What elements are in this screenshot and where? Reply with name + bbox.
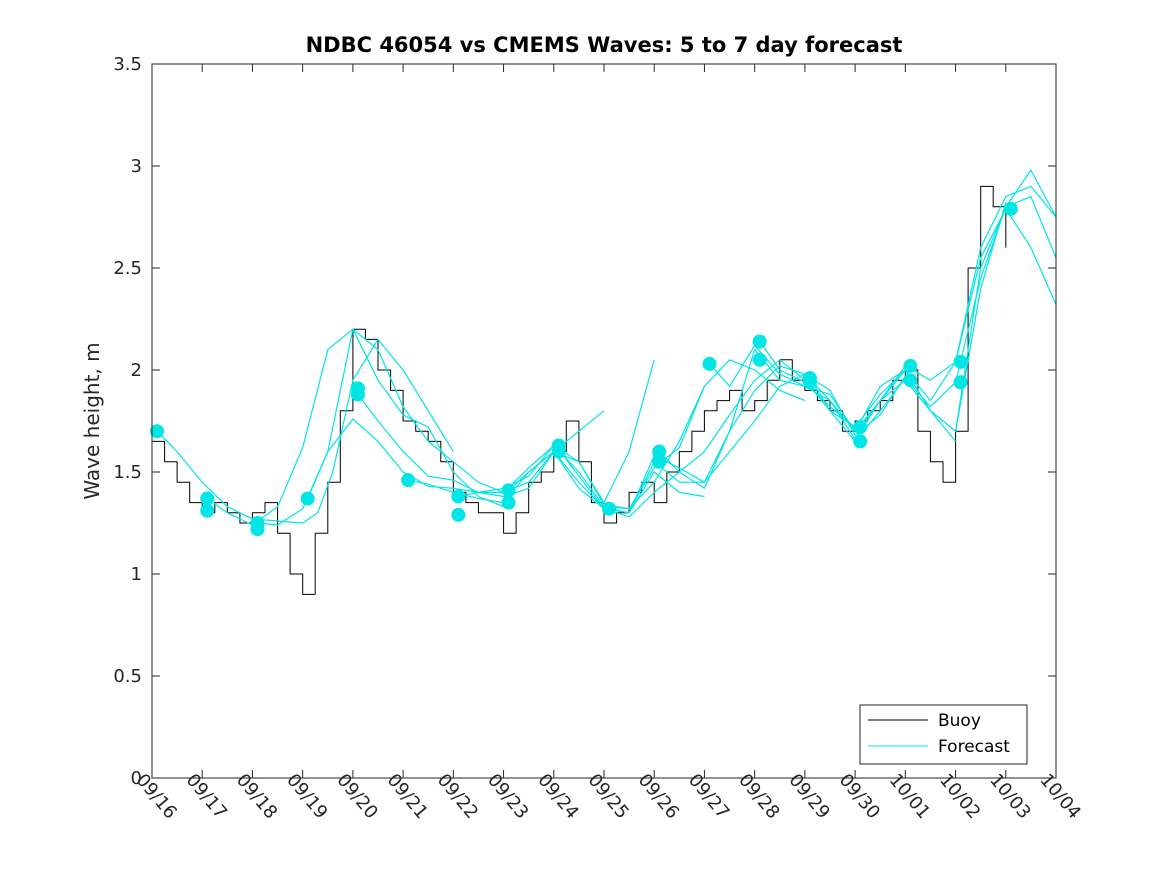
forecast-series-line <box>809 169 1057 442</box>
forecast-start-marker <box>752 352 767 367</box>
forecast-start-marker <box>853 434 868 449</box>
forecast-start-marker <box>551 444 566 459</box>
forecast-start-marker <box>702 356 717 371</box>
forecast-start-marker <box>903 373 918 388</box>
series-layer <box>152 169 1057 595</box>
forecast-start-marker <box>1003 201 1018 216</box>
y-tick-label: 2.5 <box>113 258 142 279</box>
forecast-start-marker <box>752 334 767 349</box>
forecast-start-marker <box>150 424 165 439</box>
forecast-series-line <box>608 349 957 514</box>
forecast-series-line <box>458 359 806 510</box>
forecast-start-marker <box>300 491 315 506</box>
forecast-start-marker <box>602 501 617 516</box>
forecast-series-line <box>156 338 454 524</box>
chart-title: NDBC 46054 vs CMEMS Waves: 5 to 7 day fo… <box>306 33 903 57</box>
forecast-start-marker <box>250 522 265 537</box>
forecast-start-marker <box>652 454 667 469</box>
y-tick-label: 3.5 <box>113 54 142 75</box>
y-tick-label: 2 <box>131 360 142 381</box>
y-axis-label: Wave height, m <box>80 342 104 499</box>
plot-area: 09/16 09/17 09/18 09/19 09/20 09/21 09/22 09/23… <box>113 54 1085 823</box>
forecast-start-marker <box>501 495 516 510</box>
y-tick-label: 1.5 <box>113 462 142 483</box>
forecast-start-marker <box>953 354 968 369</box>
forecast-start-marker <box>501 483 516 498</box>
legend-label-forecast: Forecast <box>938 737 1010 757</box>
forecast-start-marker <box>401 473 416 488</box>
forecast-start-marker <box>200 491 215 506</box>
forecast-start-marker <box>953 375 968 390</box>
forecast-start-marker <box>451 507 466 522</box>
forecast-start-marker <box>200 503 215 518</box>
y-tick-label: 0.5 <box>113 666 142 687</box>
forecast-start-marker <box>451 489 466 504</box>
forecast-start-marker <box>802 375 817 390</box>
forecast-series-line <box>357 386 705 510</box>
y-tick-label: 0 <box>131 768 142 789</box>
forecast-start-markers <box>150 201 1018 537</box>
forecast-start-marker <box>903 358 918 373</box>
legend-label-buoy: Buoy <box>938 711 981 731</box>
legend-box <box>859 704 1028 765</box>
plot-background <box>152 64 1056 778</box>
y-tick-label: 1 <box>131 564 142 585</box>
legend: Buoy Forecast <box>859 704 1028 765</box>
forecast-start-marker <box>350 387 365 402</box>
plot-frame <box>151 63 1057 779</box>
forecast-series-line <box>307 328 655 504</box>
forecast-start-marker <box>853 420 868 435</box>
y-tick-label: 3 <box>131 156 142 177</box>
